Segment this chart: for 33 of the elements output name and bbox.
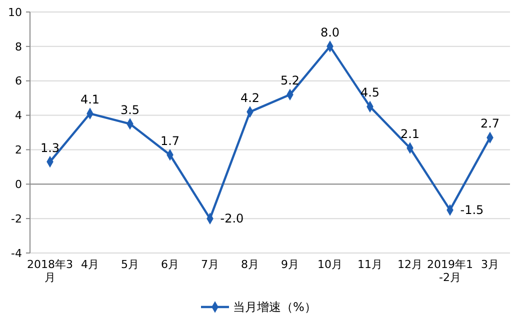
- x-tick-label: 10月: [318, 258, 342, 271]
- x-tick-label: 8月: [241, 258, 259, 271]
- x-tick-label: 12月: [398, 258, 422, 271]
- x-tick-label: 11月: [358, 258, 382, 271]
- data-label: -1.5: [460, 202, 484, 217]
- x-tick-label: 4月: [81, 258, 99, 271]
- x-tick-label: 3月: [481, 258, 499, 271]
- x-tick-label: 2019年1-2月: [427, 258, 473, 284]
- x-tick-label: 6月: [161, 258, 179, 271]
- data-label: 3.5: [120, 102, 140, 117]
- y-tick-label: 4: [15, 109, 22, 122]
- x-tick-label: 2018年3月: [27, 258, 73, 284]
- y-tick-label: 10: [8, 6, 22, 19]
- data-label: 4.5: [360, 86, 380, 100]
- data-label: 8.0: [320, 25, 340, 40]
- y-tick-label: -4: [11, 246, 22, 260]
- y-tick-label: 6: [15, 74, 22, 88]
- data-label: 4.2: [240, 90, 260, 105]
- data-label: 4.1: [80, 92, 100, 107]
- y-tick-label: 2: [15, 144, 22, 157]
- y-tick-label: 8: [15, 40, 22, 54]
- data-label: 5.2: [280, 74, 300, 88]
- x-tick-label: 7月: [201, 258, 219, 271]
- y-tick-label: -2: [11, 212, 22, 226]
- data-label: -2.0: [220, 212, 244, 226]
- legend-label: 当月增速（%）: [233, 300, 316, 314]
- data-label: 2.7: [480, 116, 500, 131]
- y-tick-label: 0: [15, 178, 22, 191]
- data-label: 2.1: [400, 126, 420, 141]
- data-label: 1.3: [40, 140, 60, 155]
- data-label: 1.7: [160, 134, 180, 148]
- x-tick-label: 5月: [121, 258, 139, 271]
- x-tick-label: 9月: [281, 258, 299, 271]
